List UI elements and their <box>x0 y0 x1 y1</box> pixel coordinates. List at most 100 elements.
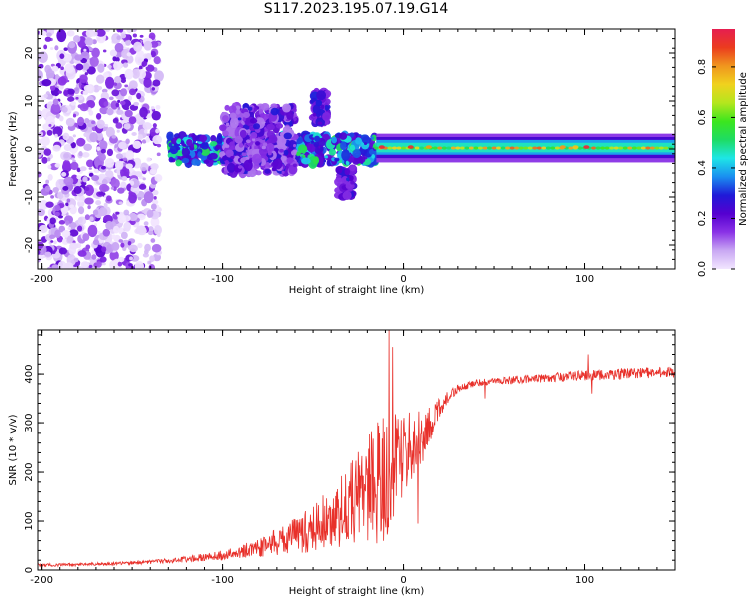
spectrogram-stable-tone-core <box>658 146 664 150</box>
spectrogram-noise-blob <box>85 186 90 192</box>
spectrogram-noise-blob <box>97 230 101 235</box>
spectrogram-noise-blob <box>68 41 76 49</box>
spectrogram-noise-blob <box>47 266 52 269</box>
spectrogram-turbulent-band-blob <box>324 155 328 159</box>
spectrogram-spread-lobe-blob <box>291 150 297 156</box>
spectrogram-noise-blob <box>123 221 132 232</box>
spectrogram-noise-blob <box>153 56 161 65</box>
spectrogram-noise-blob <box>43 93 48 98</box>
spectrogram-noise-blob <box>125 150 135 160</box>
spectrogram-turbulent-band-blob <box>313 135 321 142</box>
spectrogram-noise-blob <box>141 60 148 67</box>
spectrogram-noise-blob <box>104 71 113 79</box>
snr-xtick-label: 100 <box>575 575 594 586</box>
spectrogram-noise-blob <box>135 56 144 64</box>
spectrogram-spread-lobe-blob <box>222 130 229 136</box>
figure-title: S117.2023.195.07.19.G14 <box>263 1 449 17</box>
spectrogram-noise-blob <box>71 157 75 160</box>
spectrogram-noise-blob <box>41 79 52 87</box>
spectrogram-noise-blob <box>120 166 130 179</box>
spectrogram-noise-blob <box>92 209 99 216</box>
spectrogram-noise-blob <box>143 191 154 204</box>
spectrogram-noise-blob <box>50 47 54 50</box>
spectrogram-turbulent-band-blob <box>210 135 217 143</box>
spectrogram-stable-tone-core <box>487 146 493 150</box>
spectrogram-stable-tone-core <box>649 146 655 150</box>
spectrogram-ytick-label: -10 <box>24 189 35 205</box>
spectrogram-noise-blob <box>95 200 102 206</box>
spectrogram-turbulent-band-blob <box>312 156 320 165</box>
spectrogram-noise-blob <box>83 132 89 138</box>
spectrogram-noise-blob <box>100 148 106 154</box>
spectrogram-noise-blob <box>116 266 123 269</box>
spectrogram-noise-blob <box>62 186 69 191</box>
spectrogram-turbulent-band-blob <box>311 140 315 144</box>
spectrogram-noise-blob <box>68 229 79 237</box>
spectrogram-turbulent-band-blob <box>175 159 182 167</box>
spectrogram-spread-lobe-blob <box>270 103 278 109</box>
spectrogram-noise-blob <box>121 48 130 59</box>
spectrogram-noise-blob <box>62 151 72 161</box>
spectrogram-turbulent-band-blob <box>345 160 350 166</box>
spectrogram-noise-blob <box>115 153 123 160</box>
spectrogram-noise-blob <box>54 45 59 51</box>
spectrogram-noise-blob <box>82 233 90 242</box>
spectrogram-noise-blob <box>136 92 142 100</box>
spectrogram-stable-tone-core <box>396 146 402 150</box>
spectrogram-spread-lobe-blob <box>245 139 251 144</box>
spectrogram-noise-blob <box>77 217 83 224</box>
spectrogram-noise-blob <box>146 157 151 162</box>
spectrogram-turbulent-band-blob <box>199 134 208 143</box>
spectrogram-noise-blob <box>54 211 60 217</box>
spectrogram-noise-blob <box>58 225 66 233</box>
snr-xtick-label: -200 <box>30 575 53 586</box>
spectrogram-noise-blob <box>67 226 71 230</box>
spectrogram-noise-blob <box>97 63 105 73</box>
spectrogram-noise-blob <box>74 54 83 61</box>
spectrogram-noise-blob <box>152 253 162 262</box>
spectrogram-spread-lobe-blob <box>234 135 243 144</box>
spectrogram-noise-blob <box>84 37 94 46</box>
spectrogram-stable-tone-core <box>613 146 619 150</box>
spectrogram-noise-blob <box>148 260 152 265</box>
snr-ytick-label: 100 <box>24 511 35 530</box>
spectrogram-noise-blob <box>45 115 55 128</box>
spectrogram-noise-blob <box>156 143 162 148</box>
spectrogram-spread-lobe-blob <box>283 149 289 156</box>
spectrogram-noise-blob <box>82 176 88 183</box>
spectrogram-noise-blob <box>46 129 53 136</box>
spectrogram-turbulent-band-blob <box>371 154 376 159</box>
spectrogram-noise-blob <box>106 148 114 157</box>
spectrogram-noise-blob <box>122 176 128 181</box>
spectrogram-noise-blob <box>38 51 48 63</box>
spectrogram-spread-lobe-blob <box>235 109 241 115</box>
spectrogram-noise-blob <box>148 230 154 236</box>
spectrogram-noise-blob <box>124 84 129 88</box>
spectrogram-spread-lobe-blob <box>225 149 234 158</box>
spectrogram-noise-blob <box>49 234 56 239</box>
spectrogram-noise-blob <box>145 52 152 61</box>
spectrogram-stable-tone-peak <box>425 145 432 149</box>
spectrogram-noise-blob <box>59 84 64 90</box>
spectrogram-noise-blob <box>149 168 157 175</box>
spectrogram-noise-blob <box>109 250 119 262</box>
spectrogram-spread-lobe-blob <box>225 122 230 127</box>
spectrogram-noise-blob <box>76 175 82 180</box>
spectrogram-noise-blob <box>139 106 148 118</box>
spectrogram-stable-tone-core <box>509 146 515 150</box>
spectrogram-noise-blob <box>154 70 164 82</box>
spectrogram-noise-blob <box>54 133 58 138</box>
spectrogram-noise-blob <box>139 34 144 38</box>
spectrogram-noise-blob <box>129 256 134 261</box>
spectrogram-spread-lobe-blob <box>281 170 285 174</box>
spectrogram-upper-branch-blob <box>324 115 330 120</box>
spectrogram-turbulent-band-blob <box>302 146 307 152</box>
spectrogram-stable-tone-core <box>500 146 506 150</box>
snr-xlabel: Height of straight line (km) <box>289 586 425 597</box>
spectrogram-turbulent-band-blob <box>186 139 193 147</box>
spectrogram-noise-blob <box>83 84 93 92</box>
spectrogram-spread-lobe-blob <box>275 123 284 129</box>
spectrogram-stable-tone-core <box>455 146 461 150</box>
spectrogram-ytick-label: -20 <box>24 237 35 253</box>
spectrogram-noise-blob <box>78 151 83 157</box>
